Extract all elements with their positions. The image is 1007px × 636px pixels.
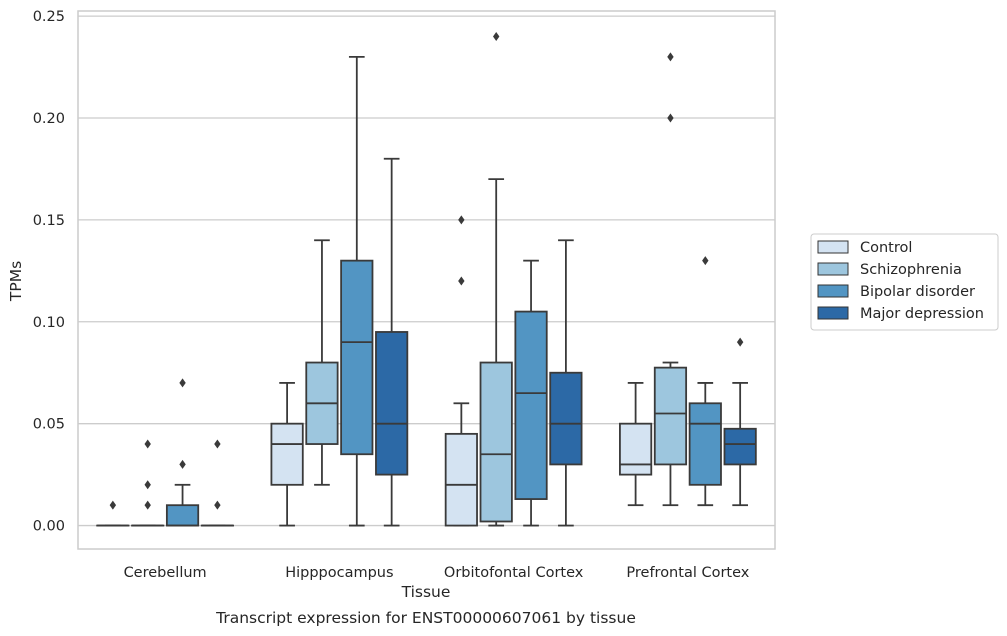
box-plot bbox=[375, 157, 409, 527]
legend-swatch-bipolar-disorder bbox=[817, 284, 849, 298]
box-plot bbox=[96, 500, 130, 527]
box-plot bbox=[619, 382, 653, 507]
x-tick-label: Prefrontal Cortex bbox=[626, 565, 749, 581]
x-axis-label: Tissue bbox=[401, 583, 451, 601]
outlier-point bbox=[667, 52, 674, 62]
box bbox=[375, 331, 409, 476]
box bbox=[653, 366, 688, 466]
box bbox=[549, 371, 583, 466]
box-plot bbox=[514, 259, 548, 527]
box-plot bbox=[165, 378, 200, 527]
x-tick-label: Orbitofontal Cortex bbox=[444, 565, 584, 581]
box-plot bbox=[688, 256, 722, 507]
x-tick-label: Hipppocampus bbox=[285, 565, 393, 581]
legend-swatch-schizophrenia bbox=[817, 262, 849, 276]
box-plot bbox=[131, 439, 165, 527]
outlier-point bbox=[214, 500, 221, 510]
box-plots bbox=[96, 31, 757, 527]
box bbox=[723, 427, 757, 466]
y-tick-label: 0.20 bbox=[33, 111, 65, 127]
box bbox=[514, 310, 548, 500]
outlier-point bbox=[458, 276, 465, 286]
x-tick-label: Cerebellum bbox=[124, 565, 207, 581]
box bbox=[619, 422, 653, 476]
legend-label-bipolar-disorder: Bipolar disorder bbox=[860, 284, 975, 300]
outlier-point bbox=[144, 500, 151, 510]
outlier-point bbox=[179, 459, 186, 469]
outlier-point bbox=[458, 215, 465, 225]
outlier-point bbox=[214, 439, 221, 449]
legend-label-major-depression: Major depression bbox=[860, 306, 984, 322]
box bbox=[688, 402, 722, 486]
legend: Control Schizophrenia Bipolar disorder M… bbox=[810, 233, 999, 331]
outlier-point bbox=[493, 31, 500, 41]
y-tick-label: 0.05 bbox=[33, 417, 65, 433]
box-plot bbox=[444, 215, 478, 527]
box bbox=[340, 259, 374, 456]
outlier-point bbox=[736, 337, 744, 347]
box bbox=[479, 361, 513, 523]
box-plot bbox=[305, 239, 339, 486]
legend-label-control: Control bbox=[860, 240, 912, 256]
box-plot bbox=[340, 55, 374, 527]
y-tick-label: 0.15 bbox=[33, 213, 65, 229]
box-plot bbox=[270, 382, 304, 527]
box-plot bbox=[200, 439, 234, 527]
box-plot bbox=[549, 239, 583, 527]
outlier-point bbox=[144, 480, 151, 490]
box-plot bbox=[479, 31, 513, 527]
outlier-point bbox=[109, 500, 117, 510]
box bbox=[270, 422, 304, 486]
outlier-point bbox=[702, 256, 709, 266]
legend-frame bbox=[810, 233, 999, 331]
y-tick-label: 0.00 bbox=[33, 519, 65, 535]
legend-swatch-major-depression bbox=[817, 306, 849, 320]
outlier-point bbox=[144, 439, 151, 449]
outlier-point bbox=[179, 378, 186, 388]
grid-lines bbox=[78, 15, 775, 527]
y-tick-label: 0.25 bbox=[33, 9, 65, 25]
legend-label-schizophrenia: Schizophrenia bbox=[860, 262, 962, 278]
y-tick-label: 0.10 bbox=[33, 315, 65, 331]
y-tick-labels: 0.00 0.05 0.10 0.15 0.20 0.25 bbox=[33, 9, 65, 534]
y-axis-label: TPMs bbox=[7, 261, 25, 302]
legend-swatch-control bbox=[817, 240, 849, 254]
box-plot bbox=[653, 52, 688, 507]
outlier-point bbox=[667, 113, 674, 123]
box bbox=[165, 504, 200, 527]
chart-caption: Transcript expression for ENST0000060706… bbox=[215, 609, 636, 627]
plot-frame bbox=[77, 10, 776, 550]
x-tick-labels: Cerebellum Hipppocampus Orbitofontal Corte… bbox=[124, 565, 750, 581]
box bbox=[444, 432, 478, 527]
box-plot bbox=[723, 337, 757, 507]
